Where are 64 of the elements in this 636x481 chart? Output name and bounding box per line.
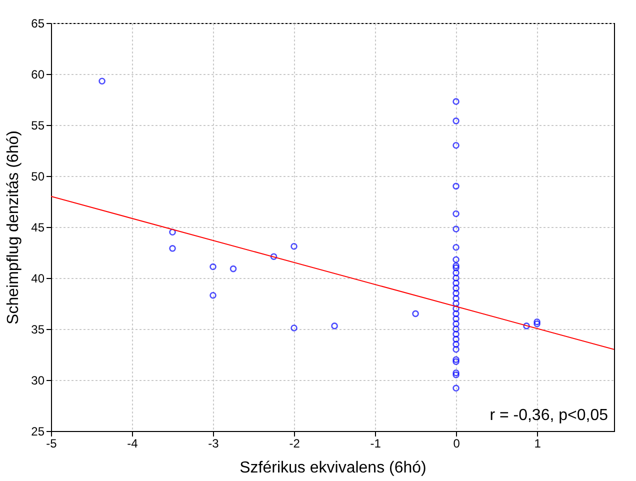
point bbox=[534, 318, 540, 326]
point bbox=[452, 320, 460, 328]
y-tick-label: 60 bbox=[31, 68, 45, 82]
x-tick-label: -1 bbox=[370, 436, 382, 450]
point bbox=[290, 242, 298, 250]
point bbox=[412, 310, 419, 318]
point bbox=[452, 280, 460, 286]
point bbox=[523, 322, 530, 330]
point bbox=[452, 118, 460, 124]
y-tick-label: 45 bbox=[31, 220, 45, 234]
point bbox=[452, 210, 460, 218]
point bbox=[534, 320, 540, 328]
point bbox=[270, 253, 278, 260]
point bbox=[452, 295, 460, 302]
x-tick-label: -5 bbox=[46, 436, 58, 450]
point bbox=[452, 270, 460, 276]
point bbox=[452, 305, 460, 312]
y-tick-label: 30 bbox=[31, 374, 45, 388]
point bbox=[169, 245, 176, 252]
point bbox=[452, 346, 460, 353]
point bbox=[452, 182, 460, 190]
point bbox=[452, 226, 460, 232]
point bbox=[452, 244, 460, 251]
point bbox=[452, 326, 460, 332]
y-tick-label: 35 bbox=[31, 322, 45, 336]
y-tick-label: 65 bbox=[31, 16, 45, 30]
point bbox=[169, 228, 176, 236]
point bbox=[331, 322, 338, 330]
point bbox=[230, 265, 237, 272]
y-tick-label: 40 bbox=[31, 272, 45, 286]
y-tick-label: 55 bbox=[31, 118, 45, 132]
point bbox=[210, 292, 216, 299]
point bbox=[452, 356, 460, 363]
x-tick-label: -3 bbox=[208, 436, 220, 450]
x-tick-label: -2 bbox=[289, 436, 300, 450]
point bbox=[452, 290, 460, 297]
point bbox=[452, 340, 460, 348]
x-axis-title: Szférikus ekvivalens (6hó) bbox=[240, 460, 426, 476]
point bbox=[452, 142, 460, 149]
y-axis-title: Scheimpflug denzitás (6hó) bbox=[5, 130, 22, 324]
point bbox=[452, 372, 460, 378]
x-tick-label: 1 bbox=[534, 436, 542, 450]
point bbox=[452, 264, 460, 272]
point bbox=[452, 369, 460, 376]
point bbox=[452, 300, 460, 307]
point bbox=[452, 384, 460, 392]
y-tick-label: 50 bbox=[31, 170, 45, 184]
point bbox=[452, 274, 460, 282]
point bbox=[290, 324, 298, 332]
point bbox=[452, 336, 460, 343]
point bbox=[452, 262, 460, 270]
point bbox=[452, 256, 460, 264]
point bbox=[452, 315, 460, 322]
point bbox=[452, 358, 460, 366]
point bbox=[98, 78, 106, 85]
point bbox=[452, 330, 460, 338]
y-tick-label: 25 bbox=[31, 424, 45, 438]
point bbox=[452, 284, 460, 292]
x-tick-label: -4 bbox=[127, 436, 138, 450]
point bbox=[210, 263, 216, 270]
point bbox=[452, 310, 460, 318]
point bbox=[452, 98, 460, 105]
x-tick-label: 0 bbox=[453, 436, 460, 450]
annotation: r = -0,36, p<0,05 bbox=[490, 407, 608, 424]
